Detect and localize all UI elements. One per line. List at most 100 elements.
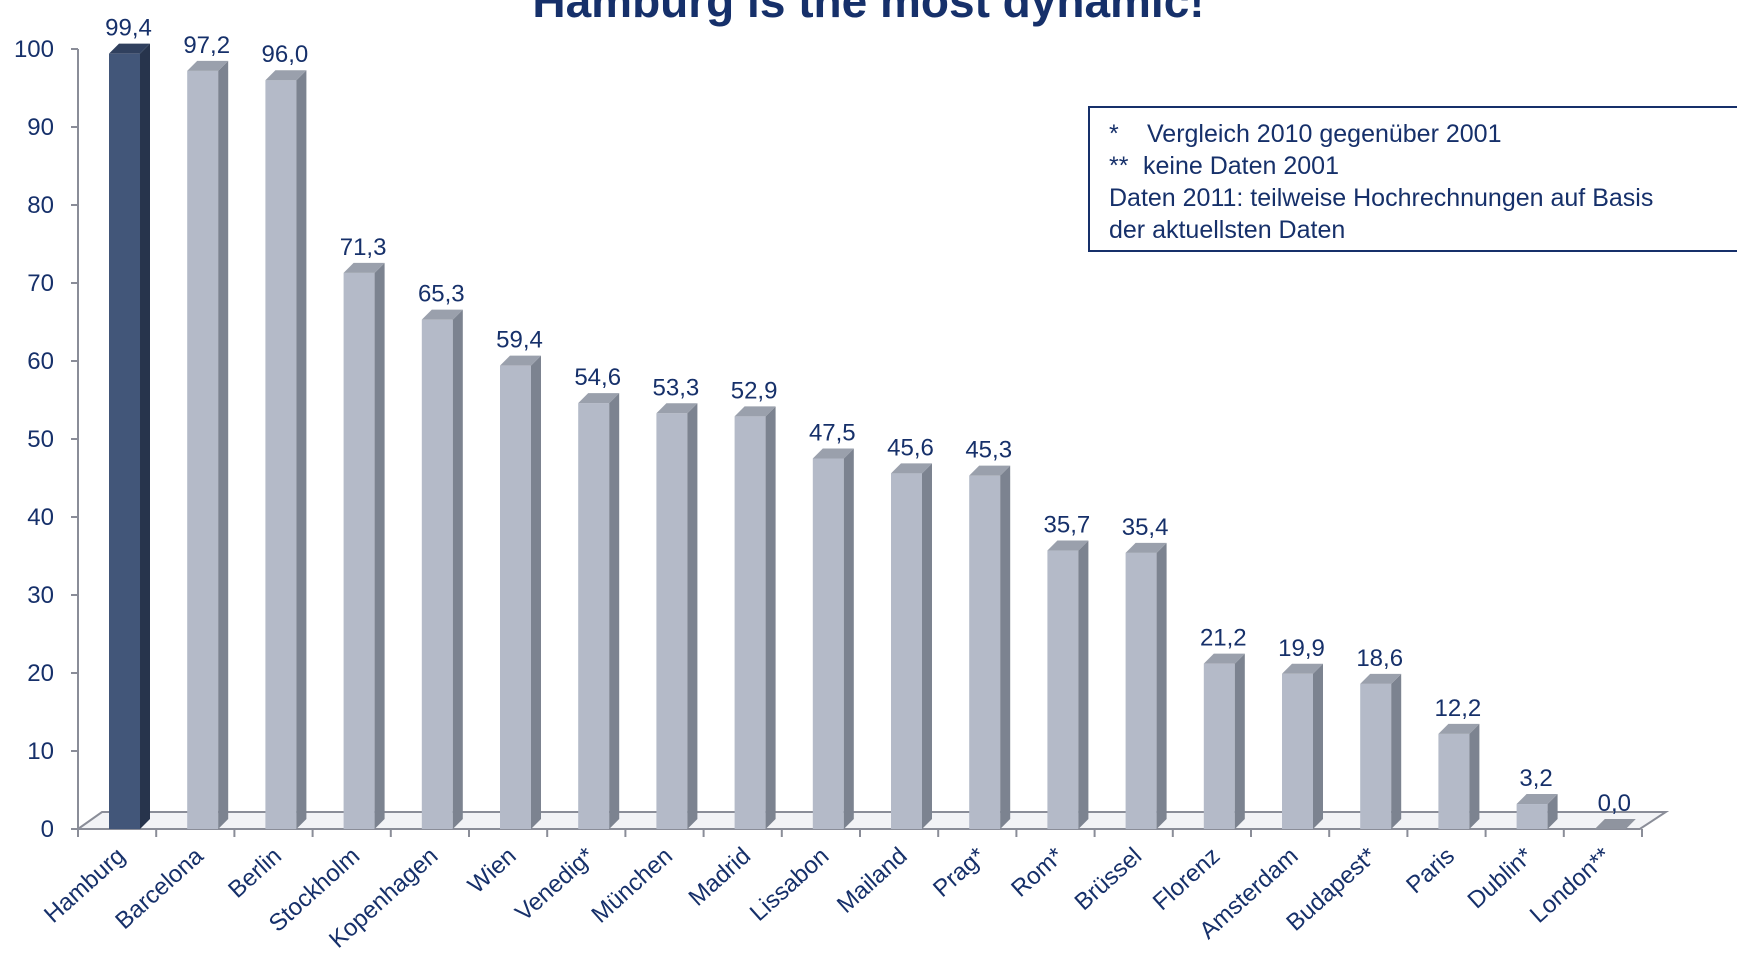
chart-title: Hamburg is the most dynamic! — [532, 0, 1205, 27]
bar-side — [1000, 465, 1011, 829]
data-label: 35,7 — [1044, 512, 1091, 539]
bar-top — [1594, 819, 1636, 829]
data-label: 65,3 — [418, 281, 465, 308]
bar-front — [656, 413, 688, 829]
data-label: 71,3 — [340, 234, 387, 261]
bar-side — [452, 309, 463, 829]
bar-side — [609, 393, 620, 829]
data-label: 18,6 — [1356, 645, 1403, 672]
bar-side — [374, 262, 385, 829]
x-tick-label: Madrid — [684, 842, 757, 911]
y-tick-label: 0 — [41, 816, 54, 843]
bar-Wien — [500, 355, 541, 829]
bar-Florenz — [1203, 653, 1245, 829]
bar-front — [265, 80, 297, 829]
bar-side — [1313, 663, 1323, 829]
bar-side — [1469, 723, 1480, 829]
data-label: 45,3 — [965, 437, 1012, 464]
x-tick-label: Barcelona — [110, 842, 209, 935]
bar-Stockholm — [343, 262, 385, 829]
x-tick-label: London** — [1525, 842, 1616, 928]
y-tick-label: 100 — [14, 36, 54, 63]
data-label: 53,3 — [653, 374, 700, 401]
bar-top — [265, 70, 307, 81]
data-label: 45,6 — [887, 434, 934, 461]
bar-front — [1282, 673, 1313, 829]
x-tick-label: Brüssel — [1070, 842, 1148, 916]
bar-front — [578, 403, 610, 829]
y-tick-label: 40 — [27, 504, 54, 531]
bar-Dublin* — [1516, 794, 1558, 829]
bar-side — [1547, 794, 1558, 829]
data-label: 47,5 — [809, 420, 856, 447]
y-tick-label: 50 — [27, 426, 54, 453]
x-tick-label: Rom* — [1006, 842, 1069, 902]
bar-Berlin — [265, 70, 307, 829]
data-label: 21,2 — [1200, 625, 1247, 652]
bar-Venedig* — [578, 393, 620, 829]
bar-Madrid — [734, 406, 776, 829]
y-tick-label: 70 — [27, 270, 54, 297]
bar-side — [765, 406, 776, 829]
bar-front — [1047, 550, 1079, 829]
bar-top — [109, 43, 150, 54]
bar-front — [1203, 663, 1235, 829]
bar-top — [1125, 542, 1167, 553]
bar-Prag* — [969, 465, 1011, 829]
bar-Hamburg — [109, 43, 150, 830]
bar-side — [1156, 542, 1167, 829]
bar-Budapest* — [1360, 673, 1402, 829]
bar-top — [734, 406, 776, 417]
bar-Mailand — [891, 463, 932, 829]
x-tick-label: Dublin* — [1463, 842, 1539, 914]
data-label: 99,4 — [105, 15, 152, 42]
data-label: 59,4 — [496, 327, 543, 354]
bar-top — [500, 355, 541, 366]
bar-front — [812, 458, 844, 829]
x-tick-label: Paris — [1401, 842, 1460, 899]
bar-London** — [1594, 819, 1636, 829]
bar-side — [531, 355, 541, 829]
footnote-text-2: keine Daten 2001 — [1143, 152, 1339, 180]
y-tick-label: 90 — [27, 114, 54, 141]
bar-front — [969, 475, 1001, 829]
bar-top — [1203, 653, 1245, 664]
data-label: 52,9 — [731, 377, 778, 404]
x-tick-label: Florenz — [1148, 842, 1226, 916]
bar-side — [140, 43, 150, 830]
x-tick-label: Prag* — [928, 842, 991, 902]
bar-top — [578, 393, 620, 404]
bar-side — [296, 70, 307, 829]
bar-front — [1438, 733, 1470, 829]
bar-Rom* — [1047, 540, 1089, 829]
footnote-symbol-single: * — [1109, 120, 1119, 148]
bar-front — [1516, 804, 1548, 829]
bar-front — [734, 416, 766, 829]
bar-Lissabon — [812, 448, 854, 829]
data-label: 54,6 — [574, 364, 621, 391]
bar-front — [891, 473, 922, 829]
y-tick-label: 20 — [27, 660, 54, 687]
footnote-text-1: Vergleich 2010 gegenüber 2001 — [1147, 120, 1502, 148]
bar-Barcelona — [187, 60, 229, 830]
x-tick-label: Wien — [463, 842, 522, 899]
footnote-symbol-double: ** — [1109, 152, 1129, 180]
bar-front — [187, 70, 219, 830]
x-tick-label: Lissabon — [745, 842, 834, 926]
x-tick-label: Mailand — [832, 842, 913, 918]
footnote-line-3: Daten 2011: teilweise Hochrechnungen auf… — [1109, 184, 1654, 212]
y-tick-label: 60 — [27, 348, 54, 375]
chart-floor — [74, 811, 1670, 830]
data-labels: 99,4 97,2 96,0 71,3 65,3 59,4 54,6 53,3 52,9 47,5… — [105, 15, 1631, 817]
data-label: 0,0 — [1598, 790, 1631, 817]
data-label: 97,2 — [183, 32, 230, 59]
footnote-line-1: * Vergleich 2010 gegenüber 2001 — [1109, 118, 1737, 150]
bar-side — [922, 463, 932, 829]
bar-top — [343, 262, 385, 273]
footnote-box: * Vergleich 2010 gegenüber 2001 ** keine D… — [1088, 106, 1737, 252]
x-tick-label: Venedig* — [510, 842, 599, 926]
bar-top — [1516, 794, 1558, 805]
bar-front — [1125, 552, 1157, 829]
y-tick-label: 10 — [27, 738, 54, 765]
